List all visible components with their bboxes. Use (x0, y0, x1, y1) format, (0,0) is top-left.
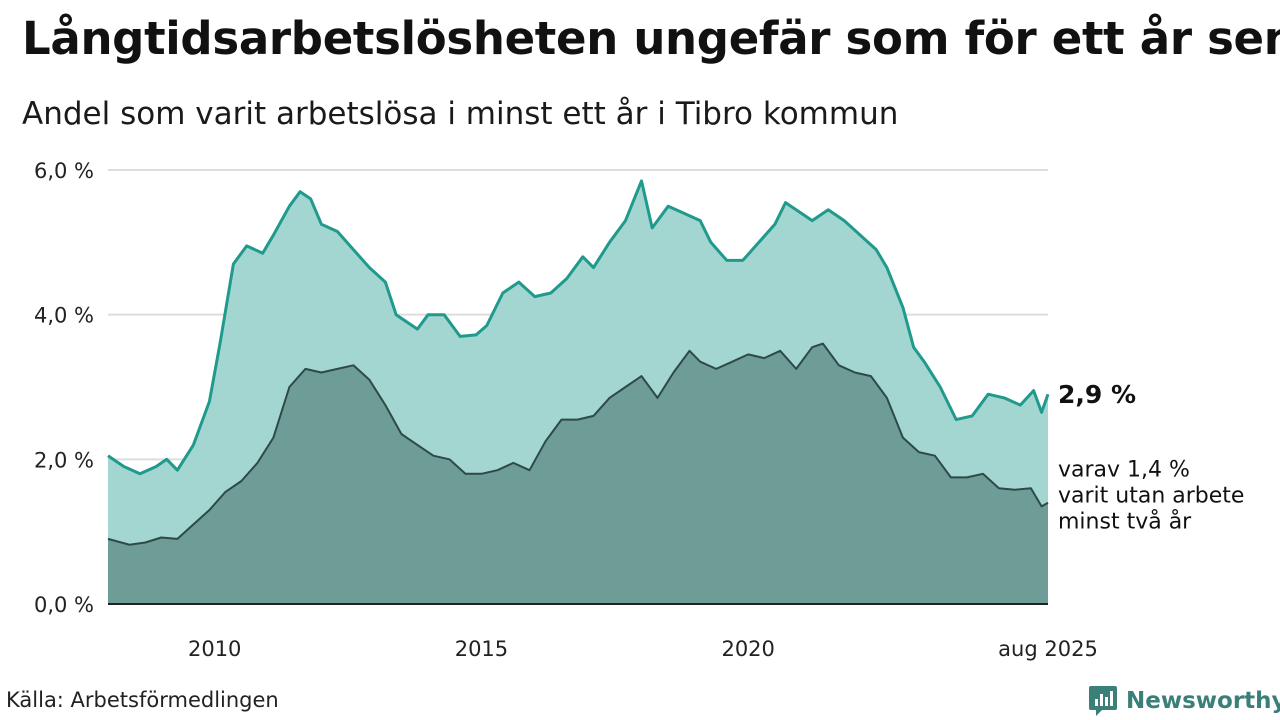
sub-value-label-line: varav 1,4 % (1058, 458, 1190, 483)
x-axis-ticks: 2010 2015 2020 aug 2025 (188, 637, 1098, 661)
chart-subtitle: Andel som varit arbetslösa i minst ett å… (22, 96, 899, 132)
x-tick-label: 2015 (455, 637, 508, 661)
sub-value-label-line: varit utan arbete (1058, 484, 1244, 509)
chart-title: Långtidsarbetslösheten ungefär som för e… (22, 12, 1280, 65)
y-tick-label: 2,0 % (34, 448, 94, 472)
area-series (107, 179, 1050, 604)
y-tick-label: 6,0 % (34, 159, 94, 183)
brand-logo: Newsworthy (1088, 684, 1280, 718)
newsworthy-logo-icon (1089, 686, 1117, 716)
sub-value-label-line: minst två år (1058, 509, 1192, 535)
y-axis-ticks: 0,0 % 2,0 % 4,0 % 6,0 % (34, 159, 94, 617)
x-tick-label: aug 2025 (998, 637, 1098, 661)
x-tick-label: 2010 (188, 637, 241, 661)
source-note: Källa: Arbetsförmedlingen (6, 688, 279, 712)
brand-name: Newsworthy (1126, 688, 1280, 714)
x-tick-label: 2020 (721, 637, 774, 661)
area-line-series-2 (107, 342, 1049, 546)
area-fill-series-2 (108, 343, 1048, 604)
y-tick-label: 0,0 % (34, 593, 94, 617)
y-tick-label: 4,0 % (34, 304, 94, 328)
end-value-label: 2,9 % (1058, 380, 1136, 409)
area-line-series-1 (107, 179, 1050, 476)
